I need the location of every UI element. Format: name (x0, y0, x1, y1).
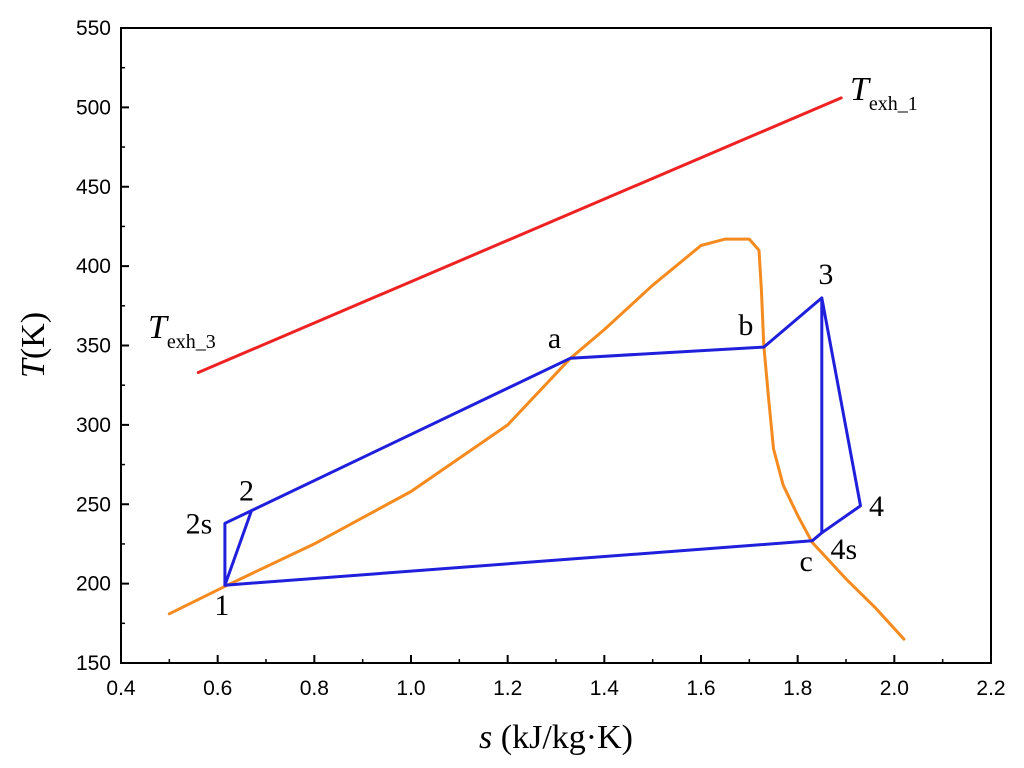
x-axis-label-units: (kJ/kg·K) (492, 719, 633, 756)
state-point-label-c: c (800, 545, 813, 578)
y-tick-label: 250 (76, 493, 111, 516)
x-tick-label: 0.4 (106, 677, 136, 700)
y-tick-label: 550 (76, 17, 111, 40)
x-tick-label: 0.6 (203, 677, 232, 700)
y-axis-label-units: (K) (15, 312, 52, 359)
y-tick-label: 450 (76, 176, 111, 199)
x-tick-label: 1.0 (396, 677, 425, 700)
x-tick-label: 1.8 (783, 677, 812, 700)
y-tick-label: 400 (76, 255, 111, 278)
x-axis-label: s (kJ/kg·K) (479, 719, 633, 756)
x-tick-label: 1.2 (493, 677, 522, 700)
y-tick-label: 150 (76, 652, 111, 675)
series-layer (167, 96, 906, 641)
series-label-texh1-main: T (850, 71, 871, 108)
series-line-texh1 (196, 96, 843, 374)
series-label-texh1: Texh_1 (850, 71, 918, 115)
state-point-label-2: 2 (239, 475, 254, 508)
x-tick-label: 2.2 (976, 677, 1005, 700)
x-axis-ticks: 0.4 0.6 0.8 1.0 1.2 1.4 1.6 1.8 2.0 2.2 (106, 655, 1006, 700)
series-line-saturation (167, 237, 906, 641)
y-tick-label: 350 (76, 335, 111, 358)
y-tick-label: 200 (76, 573, 111, 596)
state-point-label-1: 1 (214, 589, 229, 622)
series-label-texh3-sub: exh_3 (167, 331, 216, 353)
state-point-label-a: a (548, 322, 561, 355)
x-tick-label: 0.8 (300, 677, 329, 700)
y-axis-ticks: 150 200 250 300 350 400 450 500 550 (76, 17, 129, 675)
series-label-texh3: Texh_3 (148, 309, 216, 353)
state-point-label-2s: 2s (186, 507, 213, 540)
y-axis-label: T(K) (15, 312, 52, 378)
y-axis-label-symbol: T (15, 357, 52, 378)
y-tick-label: 300 (76, 414, 111, 437)
x-tick-label: 1.6 (686, 677, 715, 700)
point-labels: 1 2 2s a b 3 4 4s c (186, 258, 884, 622)
series-label-texh3-main: T (148, 309, 169, 346)
y-tick-label: 500 (76, 96, 111, 119)
series-line-cycle (223, 296, 862, 587)
x-axis-label-symbol: s (479, 719, 492, 756)
state-point-label-3: 3 (818, 258, 833, 291)
series-label-texh1-sub: exh_1 (869, 93, 918, 115)
state-point-label-4: 4 (869, 490, 884, 523)
state-point-label-b: b (738, 309, 753, 342)
state-point-label-4s: 4s (830, 533, 857, 566)
x-tick-label: 1.4 (590, 677, 620, 700)
x-tick-label: 2.0 (880, 677, 909, 700)
